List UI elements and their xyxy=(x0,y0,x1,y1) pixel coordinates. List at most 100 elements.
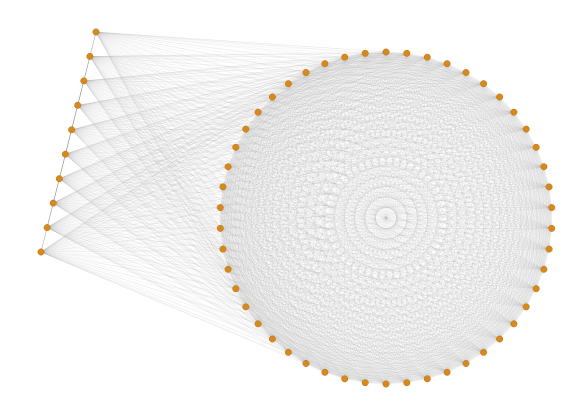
graph-edge xyxy=(305,53,408,364)
graph-edge xyxy=(95,31,246,130)
graph-edge xyxy=(77,53,366,106)
graph-edge xyxy=(71,129,273,340)
graph-edge xyxy=(65,63,448,155)
graph-edge xyxy=(344,57,467,364)
graph-edge xyxy=(272,96,500,340)
graph-edge xyxy=(543,166,550,250)
graph-edge xyxy=(324,63,544,167)
graph-edge xyxy=(499,248,550,340)
graph-edge xyxy=(245,63,326,307)
graph-edge xyxy=(77,51,387,106)
graph-edge xyxy=(427,372,448,380)
graph-edge xyxy=(499,96,537,289)
graph-edge xyxy=(40,228,221,253)
graph-edge xyxy=(272,207,552,340)
graph-edge xyxy=(526,288,537,308)
graph-edge xyxy=(446,63,537,289)
graph-edge xyxy=(305,363,325,373)
graph-edge xyxy=(365,53,545,167)
graph-edge xyxy=(235,207,552,289)
graph-edge xyxy=(40,72,307,253)
graph-edge xyxy=(288,166,545,353)
graph-edge xyxy=(77,105,221,208)
graph-edge xyxy=(483,248,550,353)
graph-edge xyxy=(65,153,552,208)
graph-edge xyxy=(222,186,247,307)
graph-edge xyxy=(365,53,545,270)
graph-edge xyxy=(83,53,407,82)
graph-edge xyxy=(305,72,484,353)
graph-edge xyxy=(227,112,259,270)
graph-edge xyxy=(245,128,527,308)
graph-edge xyxy=(235,147,467,364)
graph-edge xyxy=(227,51,387,270)
graph-edge xyxy=(365,306,527,383)
graph-edge xyxy=(385,51,552,229)
graph-edge xyxy=(365,248,550,383)
graph-edge xyxy=(305,128,527,364)
graph-edge xyxy=(324,63,448,373)
graph-edge xyxy=(406,248,550,383)
graph-edge xyxy=(324,83,484,373)
graph-edge xyxy=(83,56,428,82)
graph-edge xyxy=(47,227,407,383)
graph-edge xyxy=(305,363,428,380)
graph-edge xyxy=(53,202,527,308)
graph-edge xyxy=(427,306,527,379)
graph-edge xyxy=(324,53,407,64)
graph-edge xyxy=(53,96,500,204)
graph-edge xyxy=(46,227,307,364)
graph-edge xyxy=(385,51,484,353)
graph-edge xyxy=(222,112,259,187)
graph-edge xyxy=(95,31,527,308)
graph-edge xyxy=(446,338,500,373)
graph-edge xyxy=(65,154,246,308)
graph-edge xyxy=(446,63,527,130)
graph-edge xyxy=(465,72,537,289)
graph-edge xyxy=(222,248,326,373)
graph-edge xyxy=(427,56,448,64)
graph-edge xyxy=(40,51,387,253)
graph-edge xyxy=(46,203,54,228)
graph-edge xyxy=(344,57,428,379)
graph-edge xyxy=(344,372,448,380)
graph-edge xyxy=(40,248,223,253)
graph-edge xyxy=(344,63,448,379)
graph-edge xyxy=(324,63,527,130)
graph-edge xyxy=(47,227,544,270)
graph-edge xyxy=(465,72,484,84)
graph-edge xyxy=(77,80,85,106)
graph-edge xyxy=(235,186,550,289)
graph-edge xyxy=(235,96,500,289)
graph-edge xyxy=(385,51,500,98)
graph-edge xyxy=(228,269,467,364)
graph-edge xyxy=(89,56,229,270)
graph-edge xyxy=(40,56,428,253)
graph-edge xyxy=(406,186,550,383)
graph-edge xyxy=(227,166,428,379)
graph-edge xyxy=(245,53,366,307)
graph-edge xyxy=(89,56,221,229)
graph-edge xyxy=(245,228,552,308)
graph-edge xyxy=(465,96,500,364)
graph-edge xyxy=(40,251,527,308)
graph-edge xyxy=(245,128,484,353)
graph-edge xyxy=(220,96,500,229)
graph-edge xyxy=(288,83,326,373)
graph-edge xyxy=(89,56,221,208)
graph-edge xyxy=(227,269,407,383)
graph-edge xyxy=(220,228,467,364)
ring-node xyxy=(510,320,518,328)
graph-edge xyxy=(385,112,515,385)
graph-edge xyxy=(513,269,545,324)
graph-edge xyxy=(59,178,552,208)
graph-edge xyxy=(499,96,537,148)
graph-edge xyxy=(344,378,366,383)
graph-edge xyxy=(385,147,537,385)
graph-edge xyxy=(499,129,527,340)
graph-edge xyxy=(272,96,387,385)
ring-node xyxy=(341,53,349,61)
graph-edge xyxy=(288,83,387,385)
graph-edge xyxy=(227,53,407,270)
graph-edge xyxy=(47,227,552,229)
